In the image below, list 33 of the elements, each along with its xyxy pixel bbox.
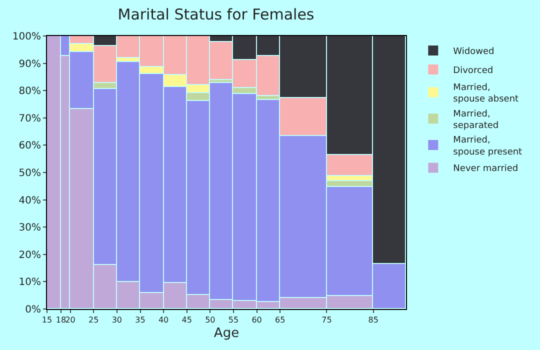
legend-label: Married, separated — [453, 109, 499, 131]
legend-label: Never married — [453, 164, 518, 174]
y-tick-label: 30% — [18, 222, 41, 234]
x-tick-label: 45 — [182, 316, 192, 325]
legend-label: Divorced — [453, 66, 494, 76]
x-axis-title: Age — [214, 326, 240, 342]
y-tick-label: 40% — [18, 195, 41, 206]
x-tick-label: 50 — [205, 316, 216, 325]
x-tick-label: 30 — [112, 316, 122, 325]
legend-label: Widowed — [453, 47, 494, 58]
x-tick-label: 85 — [368, 316, 378, 325]
x-tick-label: 20 — [65, 316, 76, 325]
legend-label: Married, spouse absent — [453, 82, 520, 105]
y-tick-label: 100% — [12, 32, 41, 42]
x-tick-label: 15 — [42, 316, 52, 325]
chart-title: Marital Status for Females — [118, 5, 314, 24]
x-tick-label: 25 — [88, 316, 99, 325]
y-tick-label: 50% — [18, 168, 41, 179]
y-tick-label: 80% — [18, 86, 41, 98]
x-tick-label: 40 — [158, 316, 169, 325]
y-tick-label: 90% — [18, 58, 41, 70]
y-tick-label: 70% — [18, 113, 41, 124]
x-tick-label: 35 — [135, 316, 146, 325]
x-tick-label: 55 — [228, 316, 239, 325]
x-tick-label: 75 — [322, 316, 332, 325]
y-tick-label: 60% — [18, 140, 41, 152]
x-tick-label: 65 — [275, 316, 286, 325]
legend-label: Married, spouse present — [453, 136, 523, 158]
x-tick-label: 18 — [56, 316, 66, 325]
y-tick-label: 10% — [18, 277, 41, 288]
y-tick-label: 20% — [18, 250, 41, 261]
x-tick-label: 60 — [252, 316, 262, 325]
y-tick-label: 0% — [25, 304, 41, 316]
